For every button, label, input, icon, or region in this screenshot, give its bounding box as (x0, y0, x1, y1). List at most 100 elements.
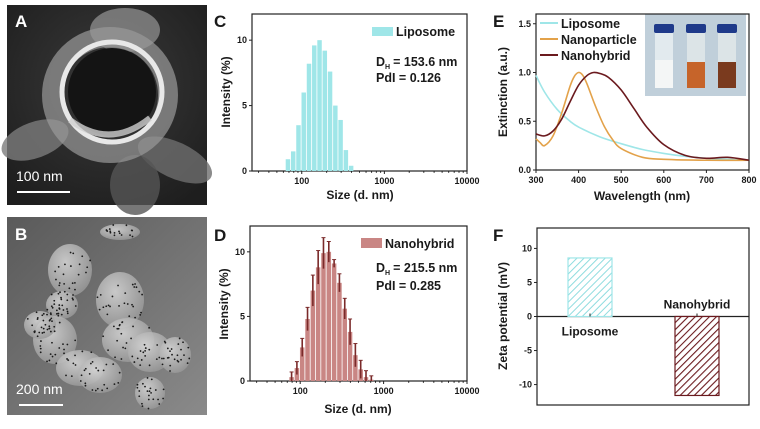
f-ylabel: Zeta potential (mV) (496, 262, 510, 370)
nanoparticle-dot (60, 296, 62, 299)
nanoparticle-dot (133, 361, 136, 363)
nanoparticle-dot (58, 321, 61, 324)
panel-letter-a: A (15, 12, 27, 31)
nanoparticle-dot (136, 383, 139, 386)
nanoparticle-dot (123, 302, 126, 305)
nanoparticle-dot (68, 287, 71, 290)
nanoparticle-dot (50, 305, 53, 308)
c-pdi-annotation: PdI = 0.126 (376, 71, 441, 85)
nanoparticle-dot (144, 349, 147, 352)
e-ytick-label: 1.5 (518, 19, 531, 29)
bar-liposome (567, 257, 613, 318)
nanoparticle-dot (102, 335, 105, 338)
nanoparticle-dot (134, 283, 136, 285)
histogram-bar (331, 263, 337, 381)
histogram-bar (317, 40, 322, 171)
nanoparticle-dot (39, 345, 42, 347)
nanoparticle-dot (103, 383, 106, 386)
nanoparticle-dot (154, 389, 157, 391)
nanoparticle-dot (176, 354, 179, 357)
f-ytick-label: 10 (522, 243, 532, 253)
nanoparticle-dot (117, 327, 120, 330)
nanoparticle-dot (74, 364, 77, 366)
d-ytick-label: 0 (240, 376, 245, 386)
e-ytick-label: 0.0 (518, 165, 531, 175)
nanoparticle-dot (81, 350, 84, 353)
nanoparticle-dot (140, 359, 143, 361)
nanoparticle-dot (58, 284, 61, 287)
nanoparticle-dot (109, 305, 111, 308)
vesicle (159, 337, 191, 373)
nanoparticle-dot (188, 357, 191, 360)
micrograph-a: A 100 nm (1, 5, 213, 215)
nanoparticle-dot (89, 362, 92, 365)
nanoparticle-dot (155, 358, 158, 361)
nanoparticle-dot (162, 357, 165, 360)
nanoparticle-dot (131, 283, 134, 286)
nanoparticle-dot (130, 337, 132, 340)
dh-value: = 153.6 nm (393, 55, 457, 69)
nanoparticle-dot (108, 228, 111, 230)
nanoparticle-dot (42, 319, 45, 322)
nanoparticle-dot (122, 346, 124, 349)
nanoparticle-dot (63, 348, 65, 351)
c-xtick-label: 10000 (454, 176, 479, 186)
nanoparticle-dot (124, 292, 127, 295)
nanoparticle-dot (72, 252, 75, 255)
c-xlabel: Size (d. nm) (326, 188, 393, 202)
nanoparticle-dot (114, 356, 116, 359)
nanoparticle-dot (60, 313, 63, 316)
nanoparticle-dot (109, 231, 112, 234)
f-ytick-label: -5 (524, 346, 532, 356)
f-ytick-label: 5 (527, 277, 532, 287)
nanoparticle-dot (176, 359, 179, 362)
d-ytick-label: 10 (235, 247, 245, 257)
nanoparticle-dot (69, 251, 72, 254)
nanoparticle-dot (74, 354, 76, 357)
nanoparticle-dot (157, 398, 159, 401)
nanoparticle-dot (118, 232, 121, 235)
nanoparticle-dot (62, 309, 65, 311)
dh-value: = 215.5 nm (393, 261, 457, 275)
nanoparticle-dot (39, 347, 42, 350)
histogram-bar (342, 308, 348, 381)
histogram-bar (326, 251, 332, 381)
c-ytick-label: 0 (242, 166, 247, 176)
nanoparticle-dot (128, 315, 131, 318)
nanoparticle-dot (129, 234, 131, 237)
nanoparticle-dot (48, 327, 51, 330)
nanoparticle-dot (113, 383, 116, 386)
nanoparticle-dot (113, 231, 116, 234)
nanoparticle-dot (48, 359, 51, 362)
nanoparticle-dot (78, 263, 81, 266)
nanoparticle-dot (136, 357, 139, 360)
nanoparticle-dot (118, 371, 121, 374)
panel-letter-d: D (214, 226, 226, 245)
nanoparticle-dot (162, 388, 165, 391)
nanoparticle-dot (138, 390, 141, 392)
nanoparticle-dot (139, 313, 142, 316)
nanoparticle-dot (64, 263, 66, 266)
vesicle (100, 224, 140, 240)
c-xtick-label: 1000 (374, 176, 394, 186)
histogram-bar (343, 150, 349, 171)
e-xtick-label: 400 (571, 175, 586, 185)
c-xtick-label: 100 (294, 176, 309, 186)
histogram-bar (321, 253, 326, 381)
nanoparticle-dot (58, 308, 61, 310)
histogram-bar (348, 165, 354, 171)
nanoparticle-dot (49, 330, 52, 333)
nanoparticle-dot (58, 347, 61, 349)
nanoparticle-dot (146, 390, 149, 393)
nanoparticle-dot (138, 290, 141, 293)
nanoparticle-dot (51, 320, 53, 323)
nanoparticle-dot (158, 356, 161, 359)
category-label-nanohybrid: Nanohybrid (664, 298, 731, 312)
nanoparticle-dot (53, 299, 56, 302)
nanoparticle-dot (94, 389, 97, 392)
nanoparticle-dot (109, 230, 112, 233)
nanoparticle-dot (49, 353, 52, 356)
d-chart: 0 5 10 100 1000 10000 (235, 225, 480, 396)
nanoparticle-dot (74, 281, 76, 284)
nanoparticle-dot (60, 298, 63, 301)
